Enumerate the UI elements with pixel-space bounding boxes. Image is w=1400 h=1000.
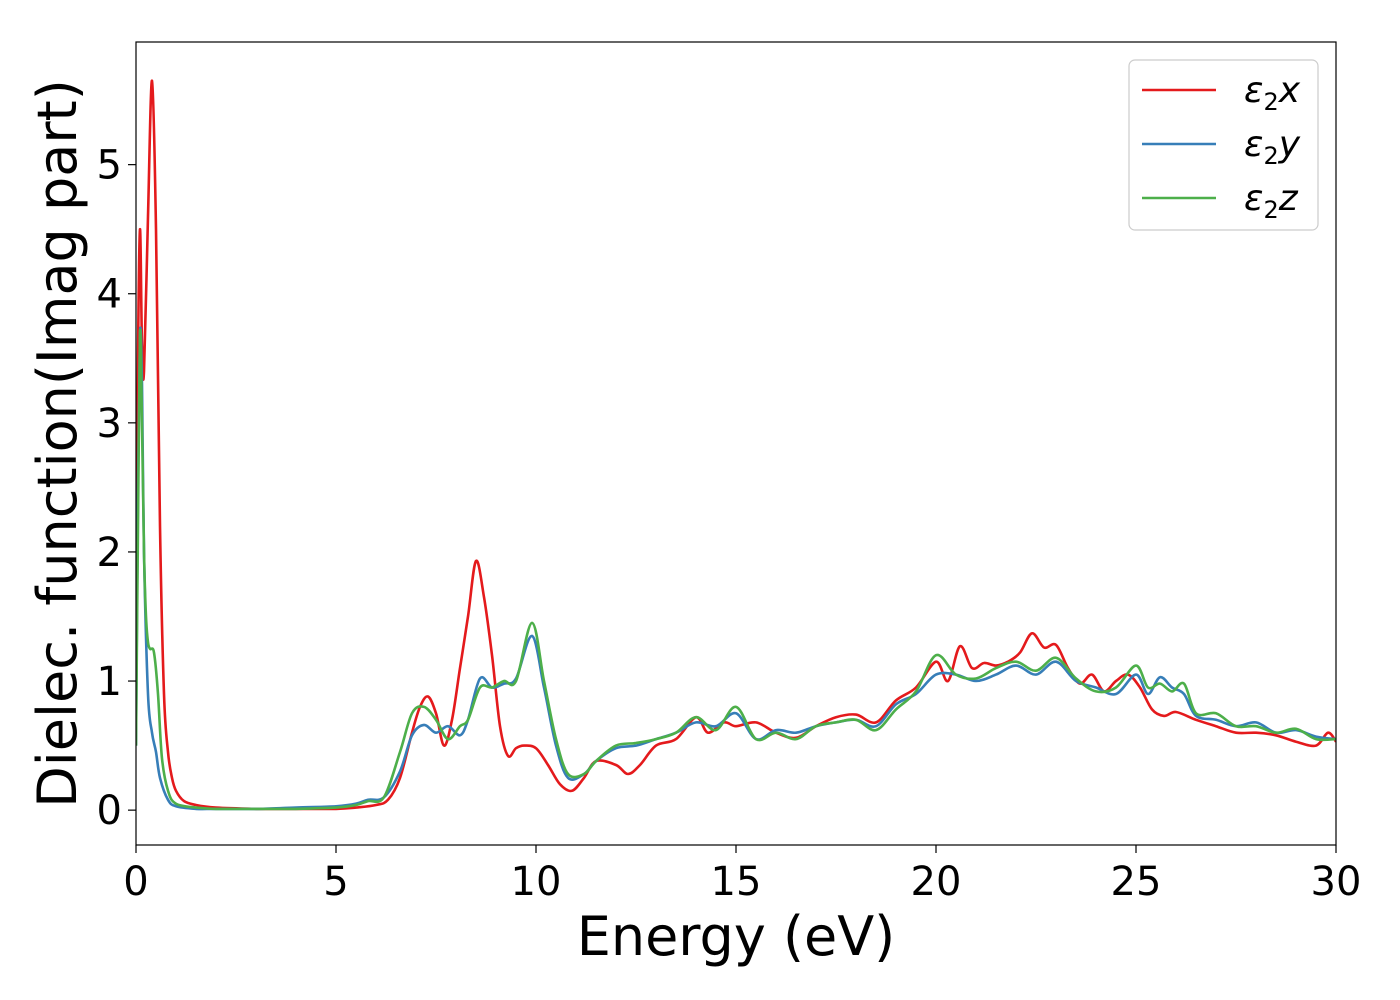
x-tick-label: 5 [323,859,348,905]
legend-box [1128,59,1319,231]
y-tick-label: 0 [97,788,122,834]
series-layer [136,79,1336,811]
x-tick-label: 15 [711,859,762,905]
series-line-z [136,328,1336,811]
x-tick-label: 20 [911,859,962,905]
y-tick-label: 5 [97,143,122,189]
x-tick-label: 25 [1111,859,1162,905]
y-tick-label: 4 [97,272,122,318]
y-axis-label: Dielec. function(Imag part) [26,79,89,808]
series-line-y [136,326,1336,811]
y-tick-label: 2 [97,530,122,576]
legend-label-x: ε2x [1244,70,1301,116]
x-axis-label: Energy (eV) [577,905,896,968]
legend-label-y: ε2y [1244,124,1301,170]
y-tick-label: 3 [97,401,122,447]
x-tick-label: 10 [511,859,562,905]
legend: ε2x ε2y ε2z [1128,59,1319,231]
x-axis-ticks: 0 5 10 15 20 25 30 [123,845,1361,905]
x-tick-label: 0 [123,859,148,905]
y-tick-label: 1 [97,659,122,705]
y-axis-ticks: 0 1 2 3 4 5 [97,143,136,834]
legend-label-z: ε2z [1244,178,1299,224]
x-tick-label: 30 [1311,859,1362,905]
